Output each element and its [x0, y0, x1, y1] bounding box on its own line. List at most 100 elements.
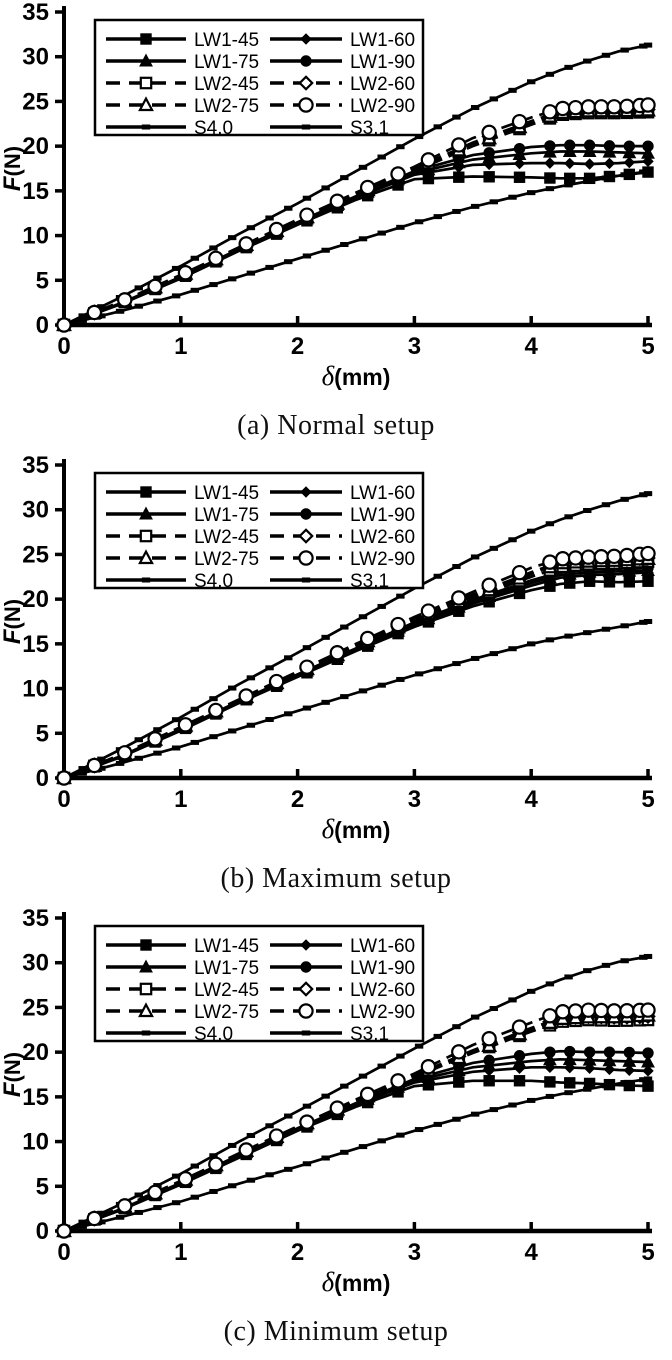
- tick-marks: 0 1 2 3 4 5 0 5 10 15 20 25 30 35: [22, 453, 654, 813]
- svg-text:LW1-75: LW1-75: [194, 505, 259, 526]
- svg-text:0: 0: [36, 765, 49, 792]
- chart-c-caption: (c) Minimum setup: [223, 1315, 449, 1347]
- svg-text:LW2-90: LW2-90: [350, 1002, 415, 1023]
- series-LW2-45: [57, 1013, 655, 1238]
- series-LW1-90: [58, 562, 654, 784]
- x-axis-label: δ(mm): [322, 361, 391, 391]
- x-axis-label: δ(mm): [322, 814, 391, 844]
- axes: [62, 6, 652, 328]
- svg-text:5: 5: [641, 786, 654, 813]
- series-LW2-45: [57, 105, 655, 332]
- svg-text:15: 15: [22, 631, 49, 658]
- svg-text:2: 2: [291, 786, 304, 813]
- svg-text:LW2-45: LW2-45: [194, 527, 259, 548]
- svg-text:2: 2: [291, 1239, 304, 1266]
- svg-text:LW2-45: LW2-45: [194, 74, 259, 95]
- svg-text:3: 3: [408, 786, 421, 813]
- svg-text:10: 10: [22, 676, 49, 703]
- svg-text:10: 10: [22, 1129, 49, 1156]
- svg-text:25: 25: [22, 88, 49, 115]
- svg-text:S3.1: S3.1: [350, 1024, 389, 1045]
- chart-block-a: 0 1 2 3 4 5 0 5 10 15 20 25 30 35 δ(mm) F(N) LW1-45 LW1-6…: [0, 0, 672, 453]
- svg-text:2: 2: [291, 333, 304, 360]
- axes: [62, 912, 652, 1234]
- svg-text:LW2-45: LW2-45: [194, 980, 259, 1001]
- svg-text:3: 3: [408, 1239, 421, 1266]
- tick-marks: 0 1 2 3 4 5 0 5 10 15 20 25 30 35: [22, 0, 654, 360]
- chart-b-caption: (b) Maximum setup: [220, 862, 452, 894]
- chart-b-canvas: 0 1 2 3 4 5 0 5 10 15 20 25 30 35 δ(mm) F(N) LW1-45 LW1-6…: [0, 453, 656, 844]
- svg-text:4: 4: [525, 333, 539, 360]
- x-axis-label: δ(mm): [322, 1267, 391, 1297]
- svg-text:0: 0: [57, 333, 70, 360]
- svg-text:30: 30: [22, 497, 49, 524]
- svg-text:5: 5: [36, 267, 49, 294]
- svg-text:35: 35: [22, 453, 49, 479]
- svg-text:LW1-45: LW1-45: [194, 483, 259, 504]
- svg-text:LW1-90: LW1-90: [350, 505, 415, 526]
- svg-text:10: 10: [22, 223, 49, 250]
- y-axis-label: F(N): [0, 1052, 26, 1097]
- series-LW1-60: [58, 566, 654, 784]
- svg-text:LW1-90: LW1-90: [350, 52, 415, 73]
- svg-text:LW2-60: LW2-60: [350, 527, 415, 548]
- series-LW1-90: [58, 139, 654, 331]
- svg-text:5: 5: [641, 1239, 654, 1266]
- chart-c-canvas: 0 1 2 3 4 5 0 5 10 15 20 25 30 35 δ(mm) F(N) LW1-45 LW1-6…: [0, 906, 656, 1297]
- svg-text:25: 25: [22, 994, 49, 1021]
- series-LW1-75: [57, 563, 655, 784]
- axes: [62, 459, 652, 781]
- chart-block-c: 0 1 2 3 4 5 0 5 10 15 20 25 30 35 δ(mm) F(N) LW1-45 LW1-6…: [0, 906, 672, 1359]
- svg-text:LW1-45: LW1-45: [194, 936, 259, 957]
- svg-text:1: 1: [174, 786, 187, 813]
- svg-text:S4.0: S4.0: [194, 571, 233, 592]
- series-LW2-90: [56, 97, 656, 333]
- svg-text:1: 1: [174, 333, 187, 360]
- svg-text:0: 0: [57, 1239, 70, 1266]
- svg-text:5: 5: [36, 1173, 49, 1200]
- svg-text:LW1-90: LW1-90: [350, 958, 415, 979]
- svg-text:LW1-75: LW1-75: [194, 958, 259, 979]
- svg-text:4: 4: [525, 1239, 539, 1266]
- svg-text:30: 30: [22, 950, 49, 977]
- series-LW2-90: [56, 545, 656, 786]
- svg-text:0: 0: [57, 786, 70, 813]
- svg-text:S4.0: S4.0: [194, 1024, 233, 1045]
- svg-text:3: 3: [408, 333, 421, 360]
- svg-text:S3.1: S3.1: [350, 118, 389, 139]
- svg-text:0: 0: [36, 1218, 49, 1245]
- svg-text:15: 15: [22, 1084, 49, 1111]
- svg-text:35: 35: [22, 906, 49, 932]
- svg-text:LW1-60: LW1-60: [350, 30, 415, 51]
- svg-text:LW2-60: LW2-60: [350, 980, 415, 1001]
- series-LW1-90: [58, 1045, 654, 1237]
- series-LW1-45: [58, 575, 654, 784]
- svg-text:20: 20: [22, 133, 49, 160]
- svg-text:20: 20: [22, 1039, 49, 1066]
- series-LW2-90: [56, 1002, 656, 1239]
- svg-text:35: 35: [22, 0, 49, 26]
- svg-text:4: 4: [525, 786, 539, 813]
- svg-text:LW2-90: LW2-90: [350, 549, 415, 570]
- svg-text:S3.1: S3.1: [350, 571, 389, 592]
- tick-marks: 0 1 2 3 4 5 0 5 10 15 20 25 30 35: [22, 906, 654, 1266]
- y-axis-label: F(N): [0, 146, 26, 191]
- chart-a-canvas: 0 1 2 3 4 5 0 5 10 15 20 25 30 35 δ(mm) F(N) LW1-45 LW1-6…: [0, 0, 656, 391]
- svg-text:LW1-60: LW1-60: [350, 483, 415, 504]
- svg-text:25: 25: [22, 541, 49, 568]
- svg-text:15: 15: [22, 178, 49, 205]
- y-axis-label: F(N): [0, 599, 26, 644]
- svg-text:5: 5: [36, 720, 49, 747]
- svg-text:LW1-60: LW1-60: [350, 936, 415, 957]
- series-S3.1: [59, 619, 653, 781]
- svg-text:LW2-60: LW2-60: [350, 74, 415, 95]
- svg-text:LW2-75: LW2-75: [194, 549, 259, 570]
- svg-text:1: 1: [174, 1239, 187, 1266]
- svg-text:0: 0: [36, 312, 49, 339]
- svg-text:LW2-75: LW2-75: [194, 1002, 259, 1023]
